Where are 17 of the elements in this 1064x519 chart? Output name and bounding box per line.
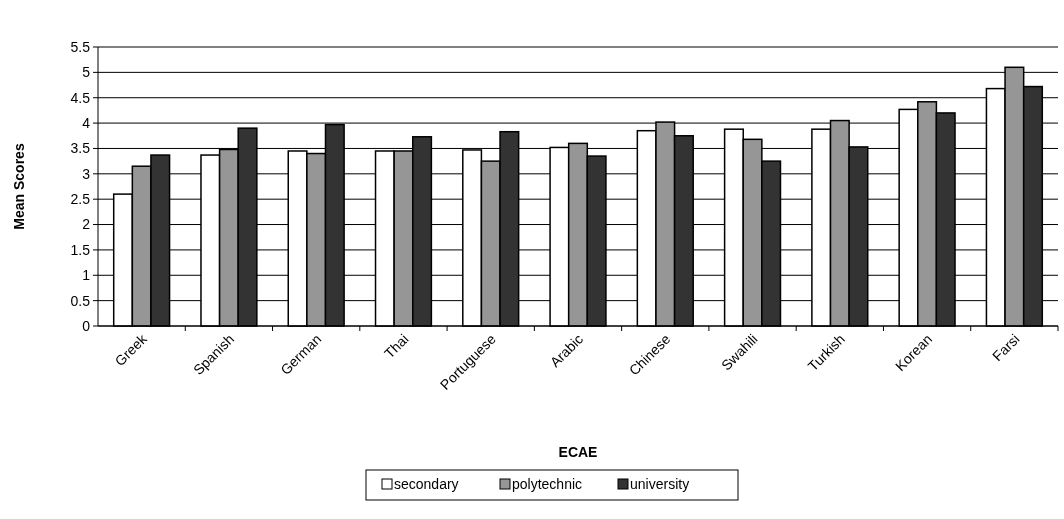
y-tick-label: 3.5	[70, 140, 91, 157]
legend-label: polytechnic	[512, 475, 583, 492]
legend-label: secondary	[394, 475, 459, 492]
y-tick-label: 5.5	[70, 38, 91, 55]
y-tick-label: 2	[82, 216, 91, 233]
legend-label: university	[630, 475, 690, 492]
y-tick-label: 1.5	[70, 241, 91, 258]
y-tick-label: 2.5	[70, 191, 91, 208]
y-tick-label: 4.5	[70, 89, 91, 106]
y-tick-label: 0	[82, 317, 91, 334]
y-tick-label: 3	[82, 165, 91, 182]
y-tick-label: 1	[82, 267, 91, 284]
x-axis-title: ECAE	[558, 444, 598, 460]
y-tick-label: 5	[82, 64, 91, 81]
y-tick-label: 4	[82, 114, 91, 131]
y-tick-label: 0.5	[70, 292, 91, 309]
y-axis-title: Mean Scores	[11, 143, 27, 230]
